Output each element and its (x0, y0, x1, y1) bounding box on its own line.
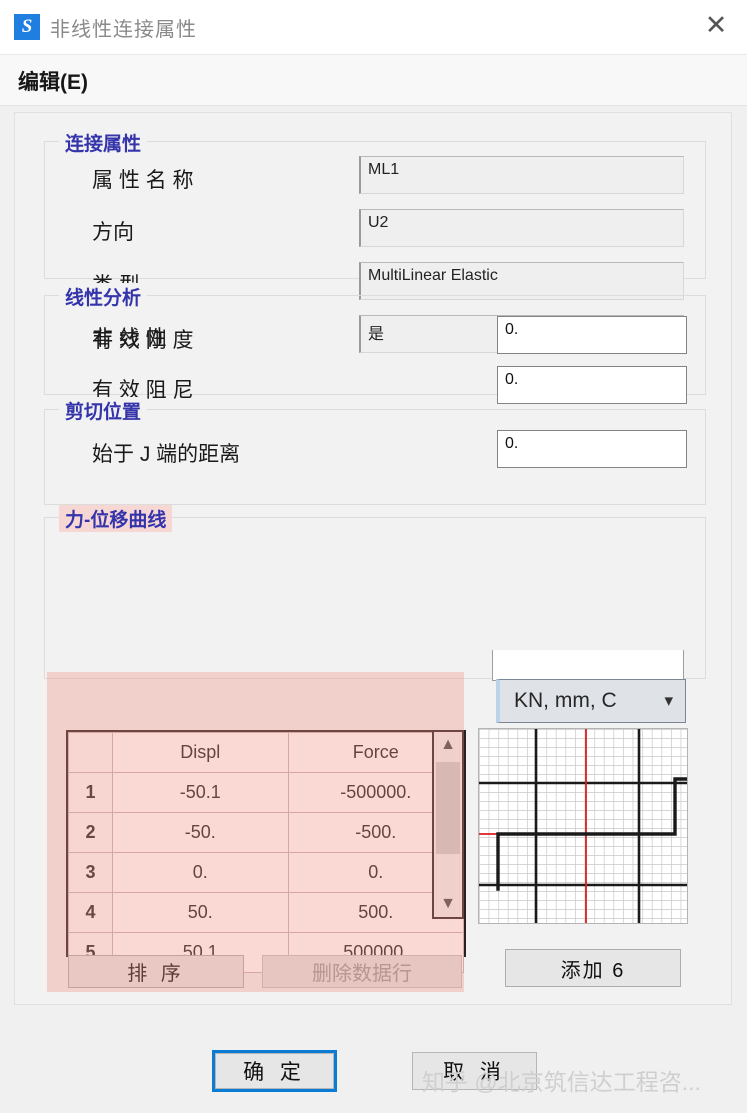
ok-button-focus-ring: 确 定 (212, 1050, 337, 1092)
row-index: 1 (68, 772, 113, 813)
group-shear-location: 剪切位置 始于 J 端的距离 0. (44, 397, 706, 505)
label-distance-from-j: 始于 J 端的距离 (92, 443, 241, 466)
chevron-down-icon: ▾ (664, 691, 673, 710)
group-title-link-properties: 连接属性 (59, 129, 148, 156)
table-scrollbar[interactable]: ▲ ▼ (432, 730, 464, 919)
label-property-name: 属 性 名 称 (92, 169, 194, 192)
group-title-shear-location: 剪切位置 (59, 397, 148, 424)
group-force-displacement: 力-位移曲线 (44, 505, 706, 679)
group-link-properties: 连接属性 属 性 名 称 ML1 方向 U2 类 型 MultiLinear E… (44, 129, 706, 353)
table-header-row: Displ Force (68, 732, 464, 773)
menu-item-edit[interactable]: 编辑(E) (18, 71, 88, 94)
title-bar: S 非线性连接属性 ✕ (0, 0, 747, 55)
group-title-force-displacement: 力-位移曲线 (59, 505, 173, 532)
group-title-linear-analysis: 线性分析 (59, 283, 148, 310)
close-icon[interactable]: ✕ (704, 10, 728, 41)
sort-button[interactable]: 排 序 (68, 955, 244, 988)
scrollbar-thumb[interactable] (436, 762, 460, 854)
plot-curve (496, 777, 687, 891)
cell-displ[interactable]: -50. (112, 812, 289, 853)
cell-displ[interactable]: 0. (112, 852, 289, 893)
force-displacement-plot (478, 728, 688, 924)
table-row[interactable]: 2 -50. -500. (68, 812, 464, 853)
row-index: 4 (68, 892, 113, 933)
cell-displ[interactable]: 50. (112, 892, 289, 933)
field-type: MultiLinear Elastic (359, 262, 684, 300)
label-direction: 方向 (92, 221, 134, 244)
field-direction: U2 (359, 209, 684, 247)
force-displacement-table[interactable]: Displ Force 1 -50.1 -500000. 2 -50. -500… (66, 730, 466, 973)
cell-displ[interactable]: -50.1 (112, 772, 289, 813)
add-button[interactable]: 添加 6 (505, 949, 681, 987)
units-selected-value: KN, mm, C (514, 689, 617, 712)
row-index: 3 (68, 852, 113, 893)
input-effective-damping[interactable]: 0. (497, 366, 687, 404)
delete-row-button: 删除数据行 (262, 955, 462, 988)
window-title: 非线性连接属性 (50, 19, 197, 41)
units-dropdown[interactable]: KN, mm, C ▾ (496, 679, 686, 723)
label-effective-damping: 有 效 阻 尼 (92, 379, 194, 402)
chevron-down-icon[interactable]: ▼ (440, 895, 456, 912)
input-effective-stiffness[interactable]: 0. (497, 316, 687, 354)
plot-zero-axis (479, 729, 587, 923)
group-linear-analysis: 线性分析 有 效 刚 度 0. 有 效 阻 尼 0. (44, 283, 706, 404)
menu-bar: 编辑(E) (0, 55, 747, 106)
table-row[interactable]: 1 -50.1 -500000. (68, 772, 464, 813)
table-row[interactable]: 4 50. 500. (68, 892, 464, 933)
cancel-button[interactable]: 取 消 (412, 1052, 537, 1090)
input-distance-from-j[interactable]: 0. (497, 430, 687, 468)
ok-button[interactable]: 确 定 (215, 1053, 334, 1089)
chevron-up-icon[interactable]: ▲ (440, 736, 456, 753)
row-index: 2 (68, 812, 113, 853)
label-effective-stiffness: 有 效 刚 度 (92, 329, 194, 352)
plot-svg (479, 729, 687, 923)
sap-s-icon: S (14, 14, 40, 40)
label-nonlinear: 非 线 性 (92, 327, 167, 350)
table-header-displ: Displ (112, 732, 289, 773)
table-header-index (68, 732, 113, 773)
table-row[interactable]: 3 0. 0. (68, 852, 464, 893)
field-property-name: ML1 (359, 156, 684, 194)
units-dropdown-backdrop (492, 650, 684, 681)
